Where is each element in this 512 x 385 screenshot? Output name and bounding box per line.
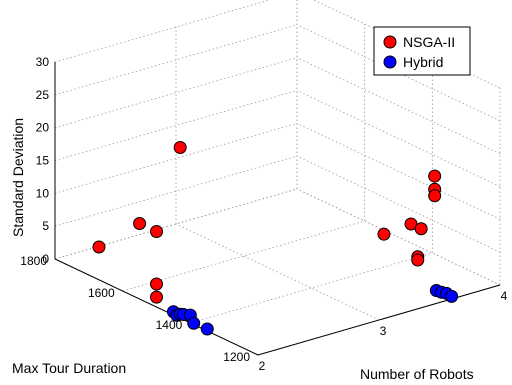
legend-marker-hybrid: [383, 55, 397, 69]
z-tick-label: 10: [36, 186, 50, 200]
side-wall-gridline: [296, 122, 501, 220]
nsga2-point: [377, 227, 391, 241]
nsga2-point: [150, 224, 163, 238]
floor-gridline: [175, 223, 380, 321]
z-axis-label: Standard Deviation: [10, 118, 26, 237]
nsga2-point: [411, 253, 425, 267]
axes: [54, 62, 501, 356]
y-tick-label: 1400: [156, 318, 183, 332]
z-tick-label: 20: [36, 121, 50, 135]
y-tick-label: 1200: [223, 350, 250, 364]
x-tick-label: 2: [259, 359, 266, 373]
z-tick-label: 5: [42, 219, 49, 233]
z-tick-label: 15: [36, 154, 50, 168]
hybrid-point: [187, 316, 201, 330]
floor-gridline: [190, 252, 433, 324]
back-wall-gridline: [54, 57, 298, 129]
nsga2-point: [92, 240, 106, 254]
legend: NSGA-II Hybrid: [373, 26, 471, 76]
nsga2-point: [133, 216, 147, 230]
side-wall-gridline: [296, 57, 501, 155]
x-tick-label: 4: [501, 289, 508, 303]
legend-marker-nsga2: [383, 35, 397, 49]
nsga2-point: [428, 189, 442, 203]
y-axis-line: [54, 258, 259, 356]
hybrid-point: [445, 289, 459, 303]
x-axis-label: Number of Robots: [360, 366, 474, 382]
x-axis-line: [257, 284, 501, 356]
data-points: [92, 140, 459, 336]
nsga2-point: [150, 290, 163, 304]
y-axis-label: Max Tour Duration: [12, 360, 126, 376]
x-tick-label: 3: [380, 324, 387, 338]
legend-label-nsga2: NSGA-II: [403, 34, 455, 50]
side-wall-gridline: [296, 155, 501, 253]
nsga2-point: [428, 169, 442, 183]
z-tick-label: 0: [42, 252, 49, 266]
side-wall-gridline: [296, 90, 501, 187]
nsga2-point: [414, 222, 428, 236]
hybrid-point: [200, 322, 214, 336]
z-tick-label: 30: [36, 55, 50, 69]
y-tick-label: 1600: [88, 286, 115, 300]
z-tick-label: 25: [36, 88, 50, 102]
legend-label-hybrid: Hybrid: [403, 54, 443, 70]
side-wall-gridline: [296, 188, 501, 286]
nsga2-point: [150, 277, 163, 291]
nsga2-point: [173, 140, 187, 154]
y-tick-label: 1800: [20, 254, 47, 268]
